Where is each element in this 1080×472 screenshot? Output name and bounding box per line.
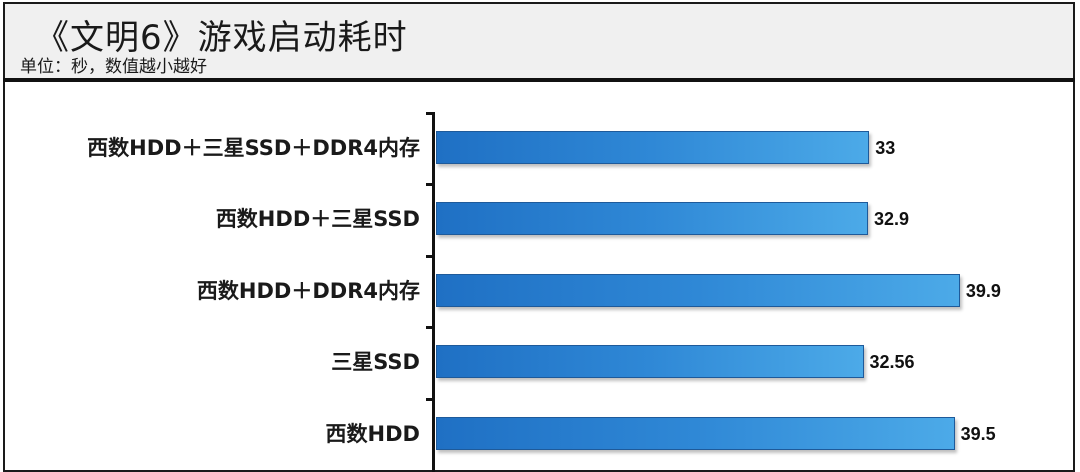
axis-tick [426,398,434,401]
bar [436,417,955,450]
bar [436,345,864,378]
plot-area: 西数HDD＋三星SSD＋DDR4内存 33 西数HDD＋三星SSD 32.9 西… [0,112,1080,472]
header-divider [3,78,1075,82]
category-label: 西数HDD＋DDR4内存 [196,279,420,303]
bar [436,274,960,307]
axis-tick [426,326,434,329]
chart-header: 《文明6》游戏启动耗时 单位：秒，数值越小越好 [5,4,1073,78]
bar-row: 西数HDD＋三星SSD＋DDR4内存 33 [0,130,1080,166]
category-label: 西数HDD [325,422,420,446]
value-label: 32.9 [873,209,910,229]
axis-tick [426,112,434,115]
bar [436,131,870,164]
axis-tick [426,183,434,186]
category-label: 西数HDD＋三星SSD＋DDR4内存 [87,136,420,160]
chart-subtitle: 单位：秒，数值越小越好 [20,57,207,77]
bar-row: 西数HDD＋DDR4内存 39.9 [0,273,1080,309]
chart-title: 《文明6》游戏启动耗时 [35,18,408,58]
bar-row: 西数HDD 39.5 [0,416,1080,452]
value-label: 39.5 [960,424,996,444]
axis-tick [426,255,434,258]
bar-row: 三星SSD 32.56 [0,344,1080,380]
value-label: 32.56 [869,352,915,372]
category-axis [432,112,435,472]
bar [436,202,868,235]
category-label: 西数HDD＋三星SSD [215,207,420,231]
value-label: 39.9 [965,281,1001,301]
value-label: 33 [875,138,896,158]
category-label: 三星SSD [331,350,420,374]
bar-row: 西数HDD＋三星SSD 32.9 [0,201,1080,237]
